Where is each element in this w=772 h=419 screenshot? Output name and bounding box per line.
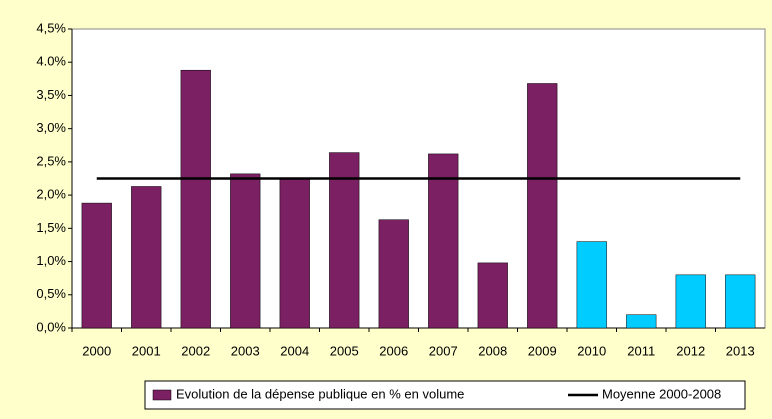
y-tick-label: 1,0%	[36, 253, 66, 268]
bar	[230, 173, 261, 329]
x-tick-label: 2011	[627, 343, 655, 358]
legend-label: Moyenne 2000-2008	[602, 386, 721, 401]
x-tick-label: 2002	[181, 343, 210, 358]
y-tick-label: 2,0%	[36, 187, 66, 202]
y-tick-label: 2,5%	[36, 153, 66, 168]
x-tick-label: 2007	[429, 343, 458, 358]
y-tick-label: 3,0%	[36, 120, 66, 135]
bar	[180, 69, 211, 329]
y-tick-label: 4,5%	[36, 20, 66, 35]
x-tick-label: 2010	[577, 343, 606, 358]
y-tick-label: 3,5%	[36, 87, 66, 102]
bar	[725, 274, 756, 329]
legend	[144, 380, 746, 410]
bar	[428, 153, 459, 329]
y-tick-label: 0,5%	[36, 286, 66, 301]
bar	[279, 178, 310, 329]
bar	[527, 83, 558, 329]
bar	[626, 314, 657, 329]
x-tick-label: 2005	[330, 343, 359, 358]
legend-swatch	[152, 389, 172, 401]
bar	[81, 202, 112, 329]
bar	[477, 262, 508, 329]
bar	[131, 186, 162, 329]
y-tick-label: 4.0%	[36, 54, 66, 69]
x-tick-label: 2009	[528, 343, 557, 358]
x-tick-label: 2006	[379, 343, 408, 358]
legend-label: Evolution de la dépense publique en % en…	[176, 386, 464, 401]
y-tick-label: 1,5%	[36, 220, 66, 235]
x-tick-label: 2008	[478, 343, 507, 358]
bar	[378, 219, 409, 329]
bar	[329, 152, 360, 329]
x-tick-label: 2001	[132, 343, 161, 358]
bar	[675, 274, 706, 329]
x-tick-label: 2012	[676, 343, 705, 358]
y-tick-label: 0,0%	[36, 319, 66, 334]
bar	[576, 241, 607, 329]
x-tick-label: 2004	[280, 343, 309, 358]
x-tick-label: 2013	[726, 343, 755, 358]
x-tick-label: 2003	[231, 343, 260, 358]
x-tick-label: 2000	[82, 343, 111, 358]
